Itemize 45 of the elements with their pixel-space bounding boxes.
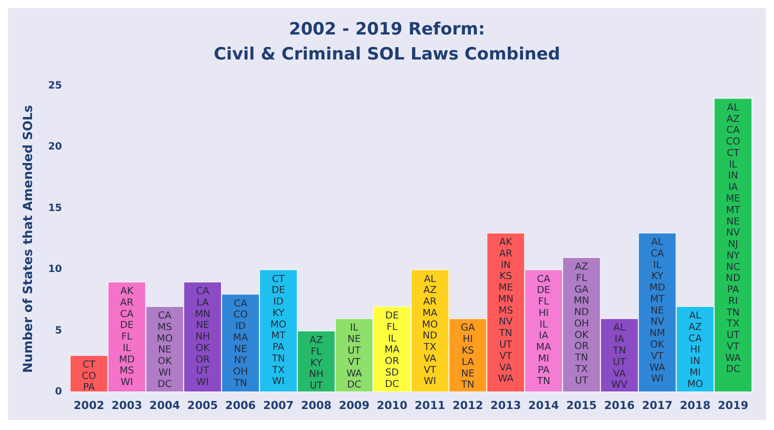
text: AK AR CA DE FL IL MD MS WI <box>118 286 135 388</box>
data-label: AL AZ CA HI IN MI MO <box>687 310 704 390</box>
y-tick-label: 10 <box>48 264 62 276</box>
x-tick-label: 2004 <box>149 399 180 412</box>
text: CA DE FL HI IL IA MA MI PA TN <box>536 274 552 388</box>
data-label: CA MS MO NE OK WI DC <box>156 310 174 390</box>
x-tick-label: 2017 <box>642 399 673 412</box>
x-tick-label: 2011 <box>414 399 446 412</box>
chart-subtitle: Civil & Criminal SOL Laws Combined <box>214 44 560 64</box>
x-tick-label: 2002 <box>74 399 104 412</box>
y-tick-label: 5 <box>55 325 62 336</box>
text: CT DE ID KY MO MT PA TN TX WI <box>270 274 286 388</box>
x-tick-label: 2014 <box>528 399 560 412</box>
y-tick-label: 25 <box>48 80 62 92</box>
data-label: CT CO PA <box>82 359 97 394</box>
x-tick-label: 2019 <box>718 399 748 412</box>
x-tick-label: 2003 <box>112 399 142 412</box>
text: AL CA IL KY MD MT NE NV NM OK VT WA WI <box>649 237 666 385</box>
text: CA LA MN NE NH OK OR UT WI <box>194 286 210 388</box>
text: AK AR IN KS ME MN MS NV TN UT VT VA WA <box>498 237 514 385</box>
x-tick-label: 2010 <box>376 399 408 412</box>
data-label: GA HI KS LA NE TN <box>460 322 476 391</box>
x-tick-label: 2007 <box>263 399 294 412</box>
text: AZ FL GA MN ND OH OK OR TN TX UT <box>574 262 590 386</box>
x-tick-label: 2015 <box>566 399 597 412</box>
y-tick-label: 0 <box>55 386 62 398</box>
data-label: AL IA TN UT VA WV <box>611 322 628 391</box>
data-label: IL NE UT VT WA DC <box>346 322 362 391</box>
x-tick-label: 2005 <box>187 399 218 412</box>
text: AL AZ AR MA MO ND TX VA VT WI <box>422 274 438 388</box>
y-axis-title: Number of States that Amended SOLs <box>20 105 35 373</box>
data-label: DE FL IL MA OR SD DC <box>384 310 400 390</box>
x-tick-label: 2006 <box>225 399 256 412</box>
x-tick-label: 2013 <box>490 399 522 412</box>
data-label: CA CO ID MA NE NY OH TN <box>232 298 248 389</box>
data-label: AZ FL KY NH UT <box>309 334 324 392</box>
x-tick-label: 2009 <box>338 399 370 412</box>
y-tick-label: 15 <box>48 202 62 214</box>
x-tick-label: 2012 <box>452 399 484 412</box>
x-tick-label: 2016 <box>604 399 636 412</box>
y-tick-label: 20 <box>48 142 62 153</box>
chart-title: 2002 - 2019 Reform: <box>288 20 486 40</box>
text: AL AZ CA CO CT IL IN IA ME MT NE NV NJ NY NC ND PA RI TN TX UT VT WA DC <box>725 102 741 376</box>
x-tick-label: 2018 <box>680 399 710 412</box>
x-tick-label: 2008 <box>300 399 332 412</box>
